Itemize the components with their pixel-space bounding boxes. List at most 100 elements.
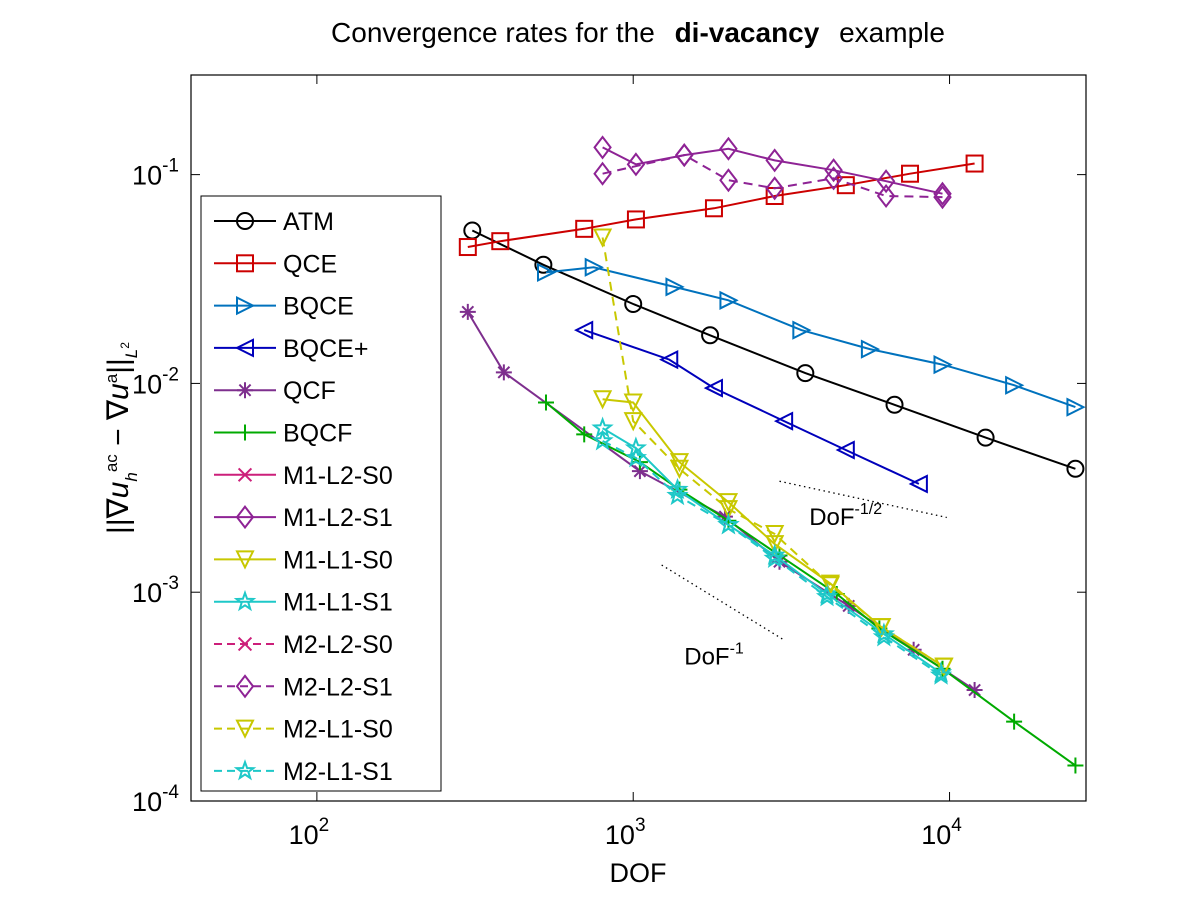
series-line-bqce (583, 329, 920, 485)
x-tick-label: 104 (921, 815, 962, 850)
data-point-bqce (792, 320, 812, 340)
series-qce (458, 154, 984, 257)
legend-marker (235, 674, 255, 699)
data-point-bqce (908, 474, 928, 494)
data-point-qce (965, 154, 984, 173)
data-point-m2-l1-s1 (591, 429, 614, 451)
data-point-bqce (860, 339, 881, 359)
series-m2-l1-s0 (592, 228, 954, 677)
data-point-m1-l2-s1 (719, 136, 738, 161)
data-point-m1-l2-s1 (824, 158, 843, 183)
data-point-qcf (495, 364, 512, 381)
data-point-m1-l2-s1 (626, 152, 646, 177)
data-point-m2-l1-s1 (815, 585, 839, 607)
data-point-m2-l1-s1 (929, 663, 953, 685)
data-point-bqcf (1067, 757, 1084, 774)
plot-area-frame (190, 74, 1087, 802)
series-bqce (536, 257, 1086, 417)
data-point-bqce (773, 411, 794, 431)
legend-item-m2-l1-s1: M2-L1-S1 (214, 758, 393, 786)
legend-label: M1-L1-S1 (283, 589, 393, 617)
legend-item-bqce: BQCE (214, 293, 354, 321)
data-point-m2-l1-s0 (592, 228, 613, 248)
data-point-bqce (659, 350, 679, 370)
data-point-m1-l2-s1 (593, 135, 612, 160)
legend-label: M2-L2-S0 (283, 631, 393, 659)
y-tick-label: 10-4 (132, 782, 179, 817)
legend-label: QCF (283, 377, 336, 405)
data-point-bqce (536, 262, 557, 283)
data-point-bqce (665, 277, 685, 297)
data-point-m2-l1-s0 (765, 525, 785, 545)
legend-item-bqce: BQCE+ (214, 335, 368, 363)
data-point-bqcf (537, 394, 554, 411)
data-point-bqce (584, 257, 604, 277)
annotations: DoF-1/2 DoF-1 (684, 501, 882, 671)
data-point-m2-l2-s1 (933, 185, 952, 210)
axis-ticks: 102 103 104 10-4 10-3 10-2 10-1 (132, 75, 1086, 850)
data-point-m1-l1-s1 (666, 477, 689, 500)
data-point-m2-l2-s1 (765, 176, 784, 201)
legend-item-m2-l1-s0: M2-L1-S0 (214, 716, 393, 744)
legend-item-qcf: QCF (214, 377, 336, 405)
data-point-atm (624, 295, 643, 314)
data-point-qcf (840, 597, 857, 614)
data-point-qce (491, 232, 510, 251)
data-point-qcf (631, 463, 648, 480)
data-point-m2-l1-s1 (763, 546, 786, 568)
data-point-atm (701, 326, 720, 345)
legend-item-m2-l2-s1: M2-L2-S1 (214, 673, 393, 701)
data-point-m1-l2-s1 (765, 148, 784, 173)
legend-marker (233, 759, 257, 781)
data-point-atm (885, 395, 904, 414)
data-point-m2-l2-s1 (719, 168, 738, 193)
reference-line-rate-half (779, 480, 947, 519)
data-point-qcf (966, 682, 983, 699)
data-point-m1-l1-s0 (765, 535, 785, 555)
legend-marker (237, 467, 253, 482)
data-point-qce (704, 199, 723, 218)
legend-label: M1-L1-S0 (283, 546, 393, 574)
data-point-atm (1066, 459, 1085, 478)
legend-label: M2-L1-S0 (283, 716, 393, 744)
legend-label: BQCE+ (283, 335, 368, 363)
y-tick-label: 10-1 (132, 156, 179, 191)
legend-marker (237, 636, 253, 652)
data-point-m2-l1-s0 (623, 412, 643, 432)
legend-item-m1-l1-s1: M1-L1-S1 (214, 589, 393, 617)
data-point-m2-l2-s1 (674, 143, 694, 168)
data-point-bqce (933, 355, 953, 375)
data-point-m1-l1-s0 (669, 453, 690, 473)
data-point-m1-l2-s1 (876, 169, 896, 194)
data-point-bqcf (576, 426, 593, 443)
legend-item-m1-l2-s0: M1-L2-S0 (214, 462, 393, 490)
legend-label: BQCF (283, 420, 352, 448)
annotation-label: DoF-1/2 (809, 501, 882, 531)
legend-box (200, 195, 442, 792)
x-axis-label: DOF (610, 858, 667, 888)
legend-marker (234, 338, 254, 358)
data-point-atm (976, 428, 995, 447)
legend-marker (235, 550, 255, 570)
series-bqce (573, 320, 928, 494)
chart-title: Convergence rates for the di-vacancy exa… (331, 17, 945, 48)
data-point-m1-l1-s1 (763, 543, 786, 566)
legend-marker (235, 505, 255, 530)
data-point-qcf (716, 508, 733, 525)
data-point-m1-l1-s0 (718, 493, 739, 513)
annotation-label: DoF-1 (684, 641, 744, 671)
data-point-m2-l1-s1 (717, 513, 740, 535)
data-point-qcf (459, 303, 476, 320)
data-point-qce (901, 164, 920, 183)
series-m2-l1-s1 (591, 429, 953, 685)
legend-marker (236, 212, 254, 230)
series-line-qce (467, 162, 975, 248)
y-axis-label: ||∇uhac − ∇ua||L2 (102, 342, 141, 534)
data-point-m2-l1-s0 (872, 618, 892, 638)
chart-legend: ATM QCE BQCE BQCE+ QCF BQCF M1-L2-S0 M1-L2-S1 M1… (200, 195, 442, 792)
legend-item-m2-l2-s0: M2-L2-S0 (214, 631, 393, 659)
legend-item-bqcf: BQCF (214, 420, 352, 448)
